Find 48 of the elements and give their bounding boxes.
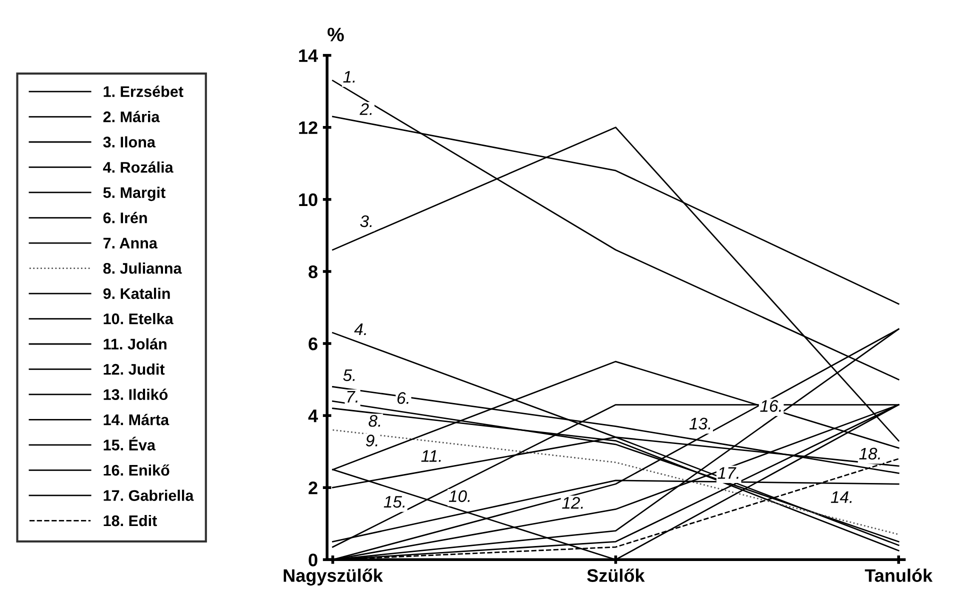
- annotation: 6.: [397, 392, 408, 404]
- legend-label: 16. Enikő: [104, 464, 170, 476]
- legend-label: 1. Erzsébet: [104, 86, 184, 98]
- annotation: 1.: [343, 71, 355, 83]
- annotation: 16.: [760, 400, 781, 412]
- legend-label: 15. Éva: [104, 436, 156, 450]
- legend-label: 9. Katalin: [103, 288, 170, 300]
- annotation: 3.: [360, 215, 372, 228]
- legend-label: 12. Judit: [104, 364, 165, 375]
- annotation: 2.: [360, 103, 372, 115]
- legend-label: 6. Irén: [103, 212, 147, 224]
- legend-label: 4. Rozália: [103, 161, 174, 173]
- legend-label: 17. Gabriella: [104, 490, 194, 501]
- x-tick-label: Nagyszülők: [284, 568, 383, 586]
- y-tick-label: 12: [299, 121, 318, 134]
- legend-label: 11. Jolán: [104, 338, 166, 350]
- y-tick-label: 6: [308, 337, 318, 350]
- annotation: 7.: [347, 390, 358, 402]
- legend-label: 14. Márta: [104, 414, 170, 426]
- legend-label: 13. Ildikó: [104, 388, 168, 400]
- annotation: 15.: [384, 496, 405, 508]
- annotation: 9.: [366, 434, 378, 446]
- annotation: 5.: [343, 369, 355, 382]
- legend-label: 10. Etelka: [104, 313, 174, 324]
- y-tick-label: 8: [308, 265, 318, 278]
- legend-label: 18. Edit: [104, 514, 157, 526]
- legend-label: 8. Julianna: [103, 262, 182, 274]
- annotation: 14.: [830, 491, 852, 503]
- x-tick-label: Szülők: [587, 568, 645, 582]
- y-tick-label: 0: [308, 554, 318, 566]
- y-tick-label: 14: [299, 49, 318, 62]
- y-tick-label: 2: [308, 482, 318, 494]
- legend-label: 2. Mária: [103, 110, 160, 122]
- annotation: 17.: [718, 467, 738, 479]
- legend-label: 7. Anna: [103, 238, 158, 249]
- annotation: 11.: [421, 450, 441, 462]
- annotation: 8.: [368, 415, 380, 427]
- x-tick-label: Tanulók: [864, 568, 933, 582]
- annotation: 13.: [689, 418, 710, 430]
- annotation: 4.: [354, 324, 366, 335]
- annotation: 10.: [448, 490, 470, 502]
- annotation: 18.: [859, 448, 880, 460]
- y-tick-label: 10: [299, 193, 318, 206]
- y-tick-label: 4: [308, 410, 318, 422]
- y-axis-title: %: [328, 28, 344, 42]
- legend-label: 5. Margit: [103, 186, 166, 202]
- legend-label: 3. Ilona: [103, 136, 156, 148]
- annotation: 12.: [562, 496, 583, 509]
